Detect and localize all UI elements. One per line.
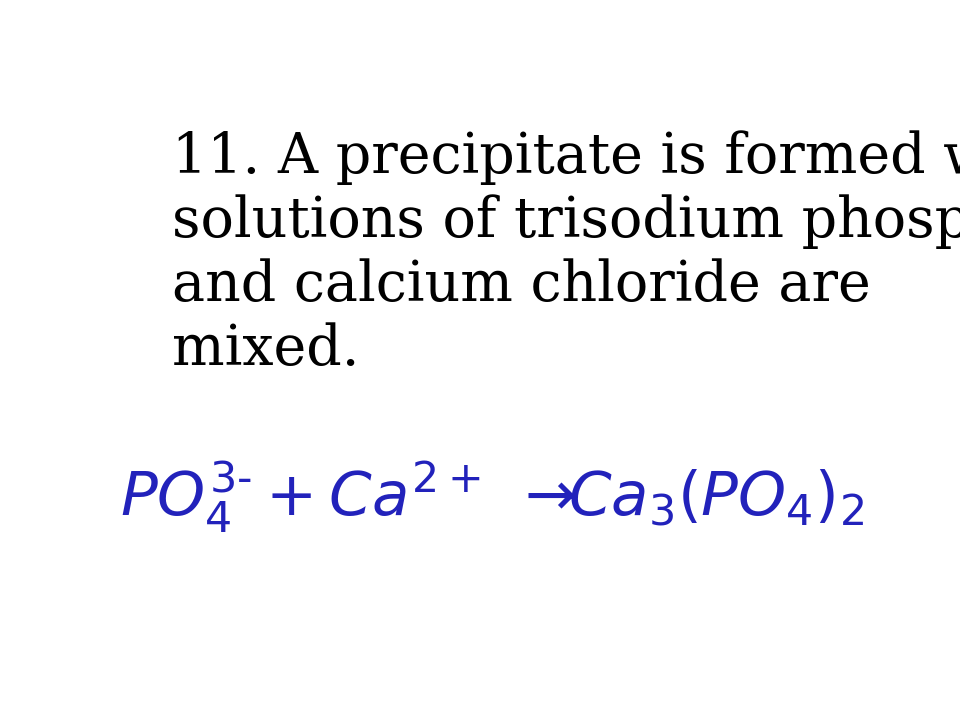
Text: and calcium chloride are: and calcium chloride are xyxy=(172,258,871,313)
Text: mixed.: mixed. xyxy=(172,322,360,377)
Text: $PO_4^{3\text{-}} + Ca^{2+}\ \rightarrow\!\!Ca_3(PO_4)_2$: $PO_4^{3\text{-}} + Ca^{2+}\ \rightarrow… xyxy=(120,459,864,534)
Text: solutions of trisodium phosphate: solutions of trisodium phosphate xyxy=(172,194,960,249)
Text: 11. A precipitate is formed when: 11. A precipitate is formed when xyxy=(172,131,960,186)
